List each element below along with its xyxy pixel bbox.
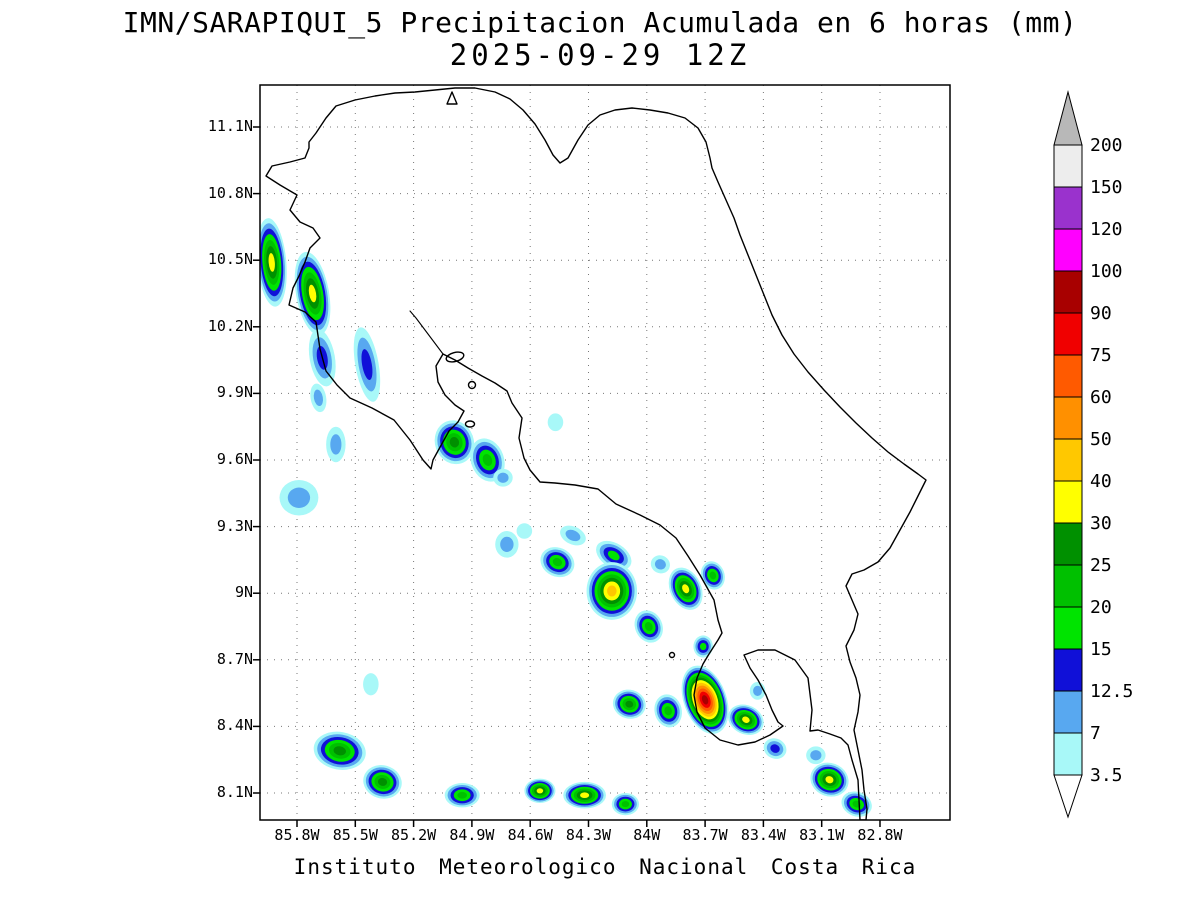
island (467, 380, 477, 390)
colorbar-label: 20 (1090, 597, 1112, 618)
colorbar-segment (1053, 438, 1083, 482)
colorbar-segment (1053, 186, 1083, 230)
precip-cell (810, 750, 822, 761)
colorbar-under-triangle (1053, 774, 1083, 819)
precip-cell (625, 700, 634, 708)
island-chira (445, 351, 465, 363)
precip-cell (287, 487, 311, 508)
precip-cell (682, 584, 690, 594)
colorbar-label: 30 (1090, 513, 1112, 534)
colorbar-segment (1053, 606, 1083, 650)
precip-cell (497, 472, 509, 483)
colorbar-legend: 200 150 120 100 90 75 60 50 40 30 25 20 15 12.5 7 3.5 (1053, 90, 1133, 819)
precip-cell (516, 523, 533, 539)
graticule (260, 85, 950, 820)
precip-cell (482, 454, 493, 466)
axis-ticks (253, 126, 881, 827)
map-plot (253, 84, 951, 827)
colorbar-label: 75 (1090, 345, 1112, 366)
precip-cell (361, 349, 373, 380)
colorbar-label: 120 (1090, 219, 1123, 240)
colorbar-segment (1053, 732, 1083, 776)
precip-cell (377, 777, 388, 786)
chart-title: IMN/SARAPIQUI_5 Precipitacion Acumulada … (122, 6, 1078, 39)
colorbar-label: 40 (1090, 471, 1112, 492)
island (464, 420, 476, 428)
precip-cell (308, 284, 317, 303)
precip-cell (770, 744, 780, 753)
precip-cell (742, 716, 750, 723)
chart-datetime: 2025-09-29 12Z (449, 38, 751, 72)
tempisque-river (409, 310, 444, 355)
precip-cell (363, 673, 379, 696)
colorbar-segment (1053, 354, 1083, 398)
footer-credit: Instituto Meteorologico Nacional Costa R… (293, 855, 917, 879)
precip-cell (664, 706, 672, 716)
precip-cell (313, 389, 324, 407)
precip-cell (701, 695, 709, 705)
colorbar-segment (1053, 144, 1083, 188)
colorbar-label: 50 (1090, 429, 1112, 450)
precip-cell (699, 642, 707, 651)
colorbar-label: 15 (1090, 639, 1112, 660)
precip-cell (565, 529, 581, 542)
colorbar-label: 25 (1090, 555, 1112, 576)
precip-cell (753, 685, 763, 696)
precip-cell (536, 788, 544, 794)
colorbar-label: 100 (1090, 261, 1123, 282)
colorbar-over-triangle (1053, 90, 1083, 146)
colorbar-segment (1053, 564, 1083, 608)
colorbar-segment (1053, 312, 1083, 356)
precip-cell (709, 571, 717, 580)
precip-cell (268, 253, 275, 272)
precip-cell (607, 585, 617, 597)
colorbar-segment (1053, 690, 1083, 734)
colorbar-segment (1053, 228, 1083, 272)
colorbar-segment (1053, 648, 1083, 692)
colorbar-label: 3.5 (1090, 765, 1123, 786)
precip-cell (607, 550, 620, 561)
precip-cell (654, 559, 666, 570)
country-outline (265, 87, 927, 820)
colorbar-segment (1053, 522, 1083, 566)
colorbar-segment (1053, 270, 1083, 314)
precip-cell (547, 413, 564, 432)
precip-cell (330, 434, 342, 455)
colorbar-segment (1053, 480, 1083, 524)
precip-cell (333, 746, 346, 756)
colorbar-label: 60 (1090, 387, 1112, 408)
colorbar-label: 150 (1090, 177, 1123, 198)
precip-cell (552, 557, 563, 567)
island-cano (668, 651, 676, 659)
colorbar-segment (1053, 396, 1083, 440)
colorbar-label: 90 (1090, 303, 1112, 324)
colorbar-label: 7 (1090, 723, 1101, 744)
precip-cell (457, 791, 468, 799)
precip-cell (449, 437, 460, 448)
precip-cell (500, 536, 514, 553)
colorbar-label: 12.5 (1090, 681, 1133, 702)
coastline-costa-rica (265, 87, 927, 820)
precip-cell (644, 622, 653, 631)
precip-cell (825, 776, 834, 784)
border-island-triangle (446, 91, 458, 105)
precip-cell (580, 792, 590, 799)
precip-shading (260, 218, 872, 817)
precip-cell (621, 801, 630, 808)
colorbar-label: 200 (1090, 135, 1123, 156)
map-frame (259, 84, 951, 821)
